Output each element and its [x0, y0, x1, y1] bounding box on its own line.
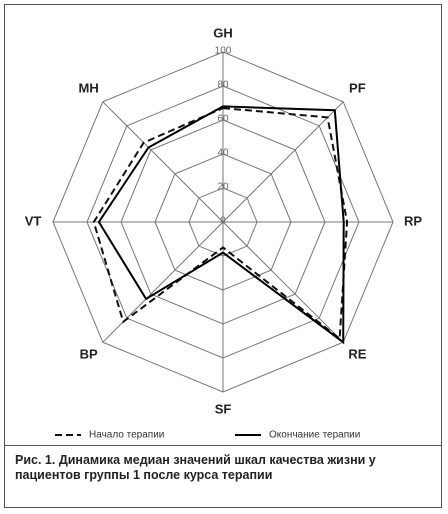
- figure: 020406080100GHPFRPRESFBPVTMHНачало терап…: [4, 4, 442, 508]
- axis-label: VT: [25, 213, 42, 228]
- spoke: [222, 221, 344, 343]
- series-line: [92, 107, 349, 341]
- legend-label: Окончание терапии: [269, 430, 360, 441]
- axis-label: PF: [349, 81, 366, 96]
- series-line: [97, 105, 345, 345]
- chart: 020406080100GHPFRPRESFBPVTMHНачало терап…: [25, 25, 423, 441]
- separator: [5, 445, 441, 446]
- spoke: [102, 101, 224, 223]
- tick-label: 100: [215, 46, 232, 57]
- axis-label: GH: [213, 25, 233, 40]
- axis-label: SF: [215, 401, 232, 416]
- axis-label: RP: [404, 213, 422, 228]
- axis-label: MH: [79, 81, 99, 96]
- axis-label: BP: [80, 346, 98, 361]
- caption: Рис. 1. Динамика медиан значений шкал ка…: [15, 453, 376, 482]
- axis-label: RE: [348, 346, 366, 361]
- legend-label: Начало терапии: [89, 430, 164, 441]
- spoke: [222, 101, 344, 223]
